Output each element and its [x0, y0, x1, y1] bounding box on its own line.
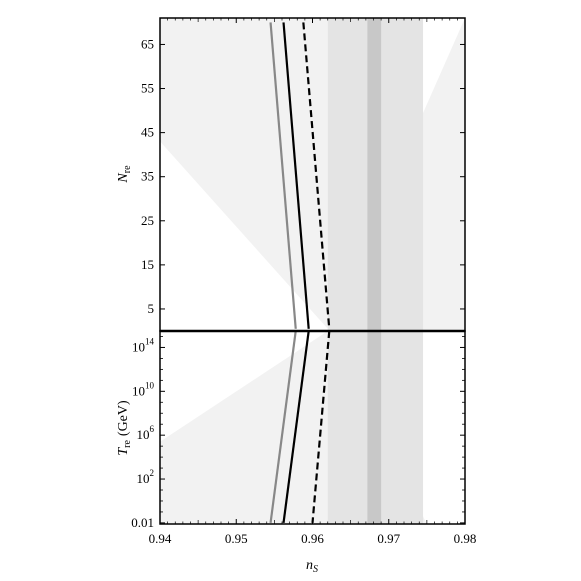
- bottom-x-ticks: 0.94 0.95 0.96 0.97 0.98: [149, 18, 477, 546]
- top-panel: 5 15 25 35 45 55 65 Nre: [116, 17, 466, 332]
- tick-label-base: 10: [137, 471, 150, 486]
- tick-label-exponent: 10: [145, 380, 155, 390]
- tick-label-base: 0.01: [131, 515, 154, 530]
- top-y-axis-title: Nre: [116, 165, 133, 184]
- bottom-y-axis-title: Tre (GeV): [116, 400, 133, 456]
- top-y-tick-label: 55: [141, 81, 154, 96]
- top-y-tick-label: 45: [141, 125, 154, 140]
- top-y-tick-label: 25: [141, 213, 154, 228]
- top-curve-0: [269, 22, 297, 329]
- bottom-y-tick-label: 102: [137, 468, 155, 486]
- top-band-inner: [367, 18, 382, 331]
- bottom-y-axis-unit: (GeV): [116, 400, 131, 436]
- x-axis-title: nS: [306, 558, 318, 575]
- x-tick-label: 0.94: [149, 531, 172, 546]
- x-axis-subscript: S: [313, 564, 318, 575]
- top-plot-area: [160, 18, 465, 331]
- top-curves: [269, 22, 331, 329]
- tick-label-base: 10: [137, 427, 150, 442]
- bottom-band-inner: [367, 331, 382, 524]
- top-y-axis-subscript: re: [122, 165, 133, 173]
- bottom-bands: [327, 331, 424, 524]
- top-y-axis-symbol: N: [116, 173, 131, 184]
- top-bands: [327, 18, 424, 331]
- bottom-curve-2: [311, 331, 331, 523]
- tick-label-exponent: 6: [150, 424, 155, 434]
- top-excluded-region-left: [160, 18, 328, 329]
- top-y-ticks: 5 15 25 35 45 55 65: [141, 36, 465, 316]
- top-y-tick-label: 35: [141, 169, 154, 184]
- bottom-curve-1: [282, 331, 310, 524]
- bottom-y-tick-label: 0.01: [131, 515, 154, 530]
- bottom-y-tick-label: 1014: [132, 336, 155, 354]
- top-y-tick-label: 5: [148, 301, 155, 316]
- x-tick-label: 0.97: [377, 531, 400, 546]
- top-y-tick-label: 65: [141, 36, 154, 51]
- bottom-excluded-region-left: [160, 331, 328, 524]
- tick-label-base: 10: [132, 339, 145, 354]
- bottom-curves: [269, 331, 331, 524]
- top-curve-2: [302, 22, 331, 329]
- top-curve-1: [282, 22, 310, 329]
- x-axis-symbol: n: [306, 558, 313, 573]
- x-tick-label: 0.95: [225, 531, 248, 546]
- x-tick-label: 0.96: [301, 531, 324, 546]
- bottom-curve-0: [269, 331, 297, 524]
- tick-label-base: 10: [132, 383, 145, 398]
- top-y-tick-label: 15: [141, 257, 154, 272]
- bottom-plot-area: [160, 331, 427, 524]
- tick-label-exponent: 2: [150, 468, 155, 478]
- bottom-y-tick-label: 1010: [132, 380, 155, 398]
- bottom-y-tick-label: 106: [137, 424, 155, 442]
- bottom-y-axis-symbol: T: [116, 447, 131, 456]
- tick-label-exponent: 14: [145, 336, 155, 346]
- x-tick-label: 0.98: [454, 531, 477, 546]
- bottom-y-axis-subscript: re: [122, 440, 133, 448]
